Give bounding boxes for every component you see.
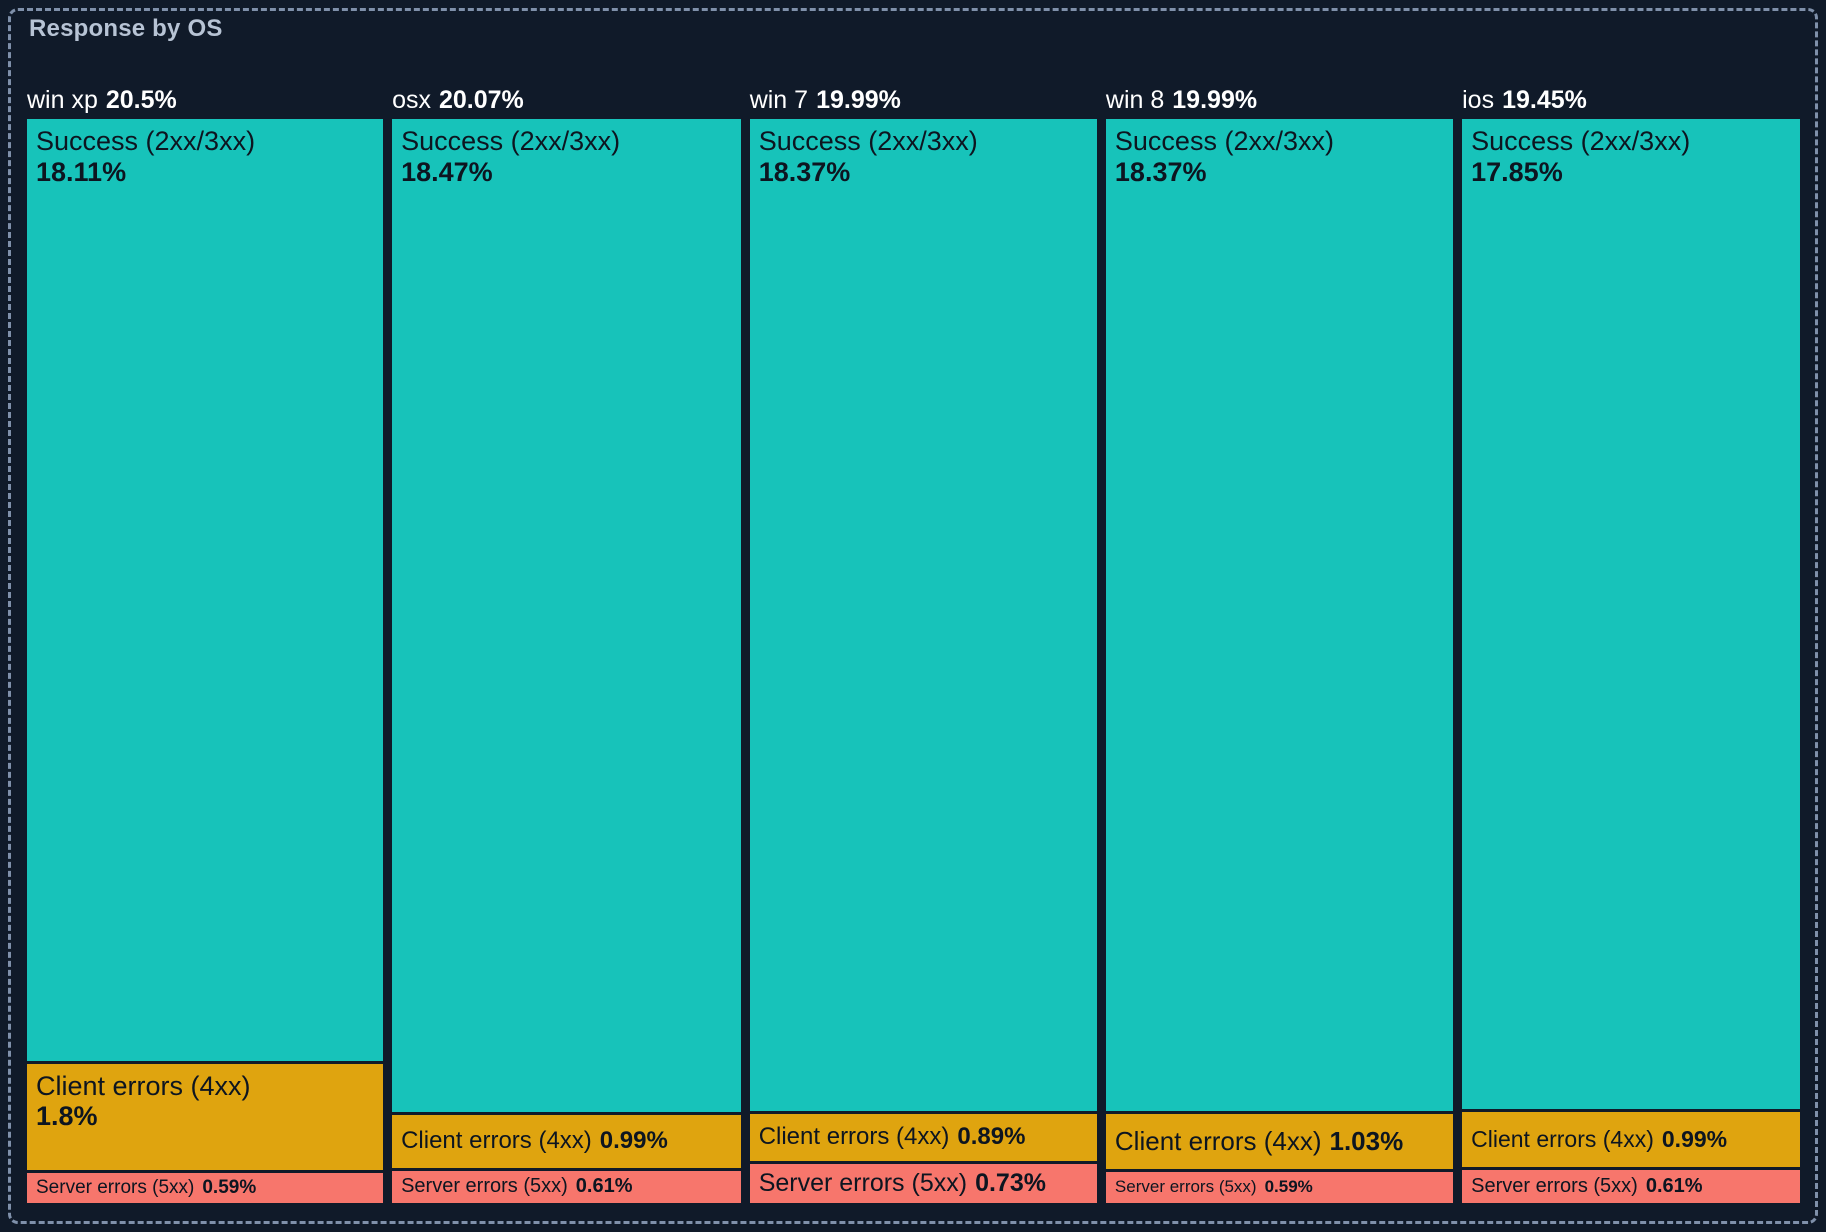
segment-label: Success (2xx/3xx) <box>401 126 621 156</box>
segment-value: 18.37% <box>758 156 851 187</box>
segment-server-win-8[interactable]: Server errors (5xx) 0.59% <box>1105 1171 1454 1203</box>
segment-label: Server errors (5xx) <box>401 1175 568 1198</box>
segment-server-osx[interactable]: Server errors (5xx) 0.61% <box>392 1170 741 1203</box>
treemap-column-ios: ios 19.45% Success (2xx/3xx) 17.85% Client e… <box>1462 64 1800 1203</box>
segment-value: 1.8% <box>36 1101 98 1132</box>
column-blocks: Success (2xx/3xx) 18.37% Client errors (4x… <box>749 119 1097 1203</box>
column-header: win xp 20.5% <box>27 64 383 119</box>
os-share-value: 19.99% <box>816 86 901 114</box>
segment-value: 18.47% <box>401 156 493 187</box>
column-header: win 8 19.99% <box>1106 64 1453 119</box>
segment-value: 0.61% <box>1645 1174 1703 1197</box>
treemap-column-win-8: win 8 19.99% Success (2xx/3xx) 18.37% Client… <box>1105 64 1454 1203</box>
segment-value: 0.61% <box>575 1175 633 1198</box>
segment-value: 0.73% <box>975 1169 1046 1198</box>
segment-success-win-xp[interactable]: Success (2xx/3xx) 18.11% <box>27 119 384 1061</box>
segment-value: 0.59% <box>1264 1177 1313 1197</box>
segment-label: Server errors (5xx) <box>758 1169 968 1198</box>
segment-client-win-7[interactable]: Client errors (4xx) 0.89% <box>749 1113 1097 1162</box>
segment-client-osx[interactable]: Client errors (4xx) 0.99% <box>392 1115 741 1168</box>
segment-client-win-xp[interactable]: Client errors (4xx) 1.8% <box>27 1063 384 1170</box>
column-header: ios 19.45% <box>1462 64 1800 119</box>
os-name-label: win 7 <box>749 86 809 114</box>
segment-label: Success (2xx/3xx) <box>1114 126 1334 156</box>
segment-label: Server errors (5xx) <box>36 1176 195 1198</box>
segment-success-ios[interactable]: Success (2xx/3xx) 17.85% <box>1462 119 1800 1110</box>
segment-label: Client errors (4xx) <box>36 1070 251 1101</box>
column-blocks: Success (2xx/3xx) 17.85% Client errors (4x… <box>1462 119 1800 1203</box>
column-blocks: Success (2xx/3xx) 18.11% Client errors (4x… <box>27 119 384 1203</box>
segment-client-win-8[interactable]: Client errors (4xx) 1.03% <box>1105 1113 1454 1169</box>
segment-server-win-7[interactable]: Server errors (5xx) 0.73% <box>749 1164 1097 1203</box>
segment-server-win-xp[interactable]: Server errors (5xx) 0.59% <box>27 1172 384 1203</box>
treemap: win xp 20.5% Success (2xx/3xx) 18.11% Client… <box>27 64 1800 1203</box>
segment-label: Client errors (4xx) <box>758 1123 950 1151</box>
segment-label: Success (2xx/3xx) <box>1471 126 1691 156</box>
segment-value: 0.99% <box>1661 1126 1728 1153</box>
segment-success-win-7[interactable]: Success (2xx/3xx) 18.37% <box>749 119 1097 1111</box>
segment-label: Client errors (4xx) <box>1471 1126 1654 1153</box>
panel-title: Response by OS <box>29 15 223 42</box>
os-share-value: 20.07% <box>438 86 524 114</box>
os-share-value: 20.5% <box>105 86 177 114</box>
os-name-label: win 8 <box>1105 86 1165 114</box>
segment-label: Client errors (4xx) <box>1114 1125 1322 1156</box>
segment-value: 18.37% <box>1114 156 1207 187</box>
segment-label: Success (2xx/3xx) <box>36 126 256 156</box>
segment-client-ios[interactable]: Client errors (4xx) 0.99% <box>1462 1112 1800 1167</box>
segment-value: 0.59% <box>202 1176 257 1198</box>
segment-value: 0.89% <box>957 1123 1026 1151</box>
segment-success-win-8[interactable]: Success (2xx/3xx) 18.37% <box>1105 119 1454 1111</box>
os-name-label: osx <box>392 86 431 114</box>
treemap-column-osx: osx 20.07% Success (2xx/3xx) 18.47% Client e… <box>392 64 741 1203</box>
segment-server-ios[interactable]: Server errors (5xx) 0.61% <box>1462 1169 1800 1203</box>
os-name-label: ios <box>1462 86 1495 114</box>
column-blocks: Success (2xx/3xx) 18.47% Client errors (4x… <box>392 119 741 1203</box>
treemap-column-win-7: win 7 19.99% Success (2xx/3xx) 18.37% Client… <box>749 64 1097 1203</box>
column-header: osx 20.07% <box>392 64 741 119</box>
segment-label: Server errors (5xx) <box>1471 1174 1638 1197</box>
column-header: win 7 19.99% <box>750 64 1097 119</box>
segment-value: 1.03% <box>1329 1125 1404 1156</box>
treemap-column-win-xp: win xp 20.5% Success (2xx/3xx) 18.11% Client… <box>27 64 384 1203</box>
os-share-value: 19.45% <box>1502 86 1587 114</box>
segment-value: 0.99% <box>599 1127 668 1155</box>
column-blocks: Success (2xx/3xx) 18.37% Client errors (4x… <box>1105 119 1454 1203</box>
segment-label: Server errors (5xx) <box>1114 1177 1257 1197</box>
segment-label: Success (2xx/3xx) <box>758 126 978 156</box>
segment-value: 18.11% <box>36 156 127 187</box>
os-share-value: 19.99% <box>1172 86 1258 114</box>
segment-label: Client errors (4xx) <box>401 1127 592 1155</box>
segment-success-osx[interactable]: Success (2xx/3xx) 18.47% <box>392 119 741 1113</box>
os-name-label: win xp <box>27 86 98 114</box>
segment-value: 17.85% <box>1471 156 1563 187</box>
